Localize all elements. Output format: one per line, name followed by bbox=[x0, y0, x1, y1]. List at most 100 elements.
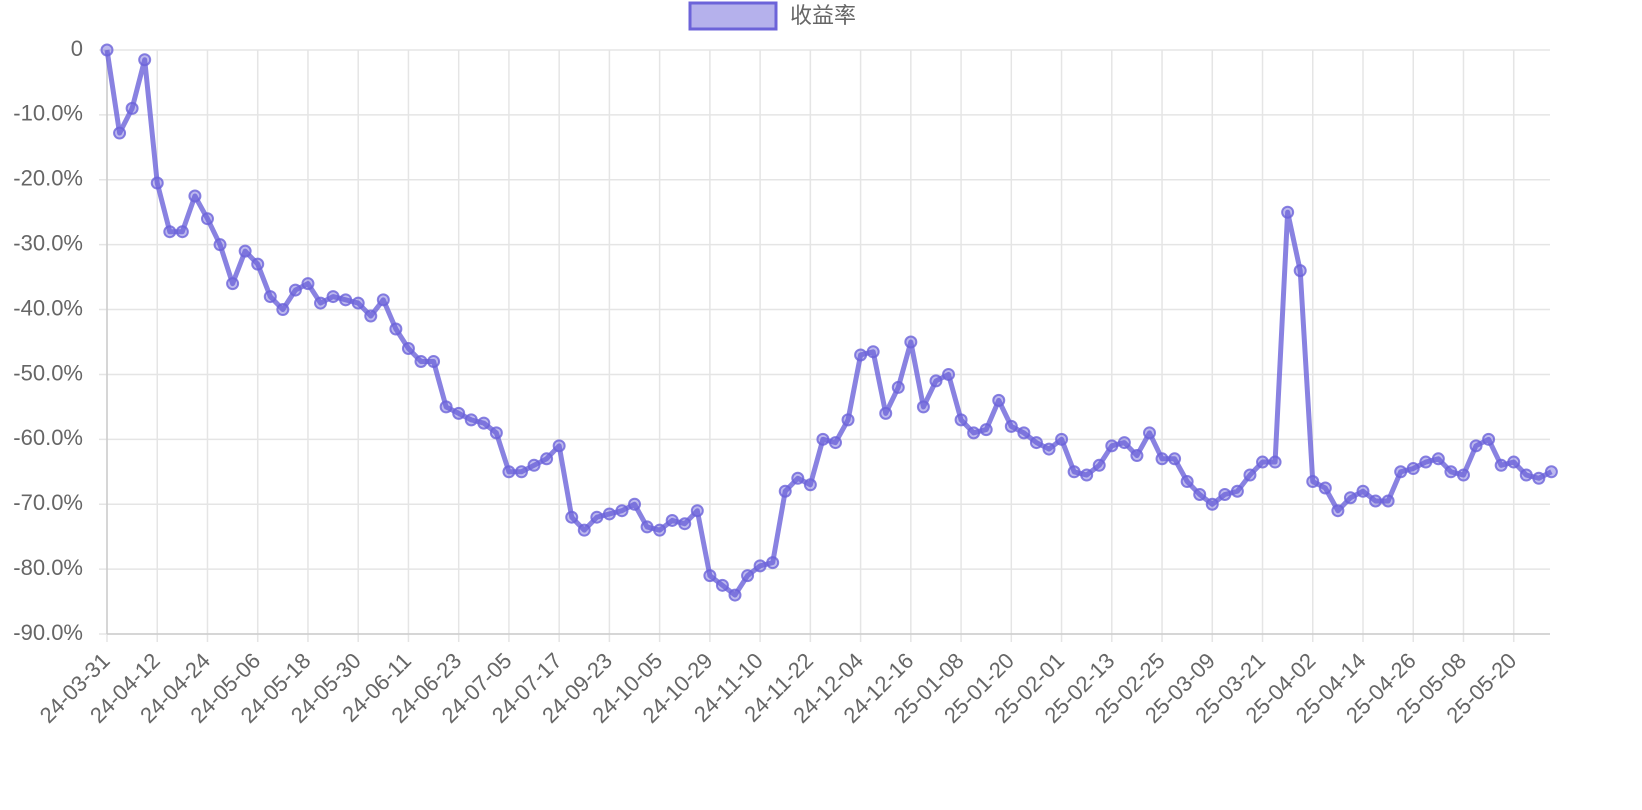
y-tick-label: -20.0% bbox=[13, 166, 83, 191]
point bbox=[1519, 468, 1533, 482]
point bbox=[439, 400, 453, 414]
point bbox=[1055, 432, 1069, 446]
point bbox=[828, 436, 842, 450]
point bbox=[263, 290, 277, 304]
point bbox=[854, 348, 868, 362]
point bbox=[942, 367, 956, 381]
point bbox=[100, 43, 114, 57]
point bbox=[1117, 436, 1131, 450]
point bbox=[1218, 487, 1232, 501]
point bbox=[364, 309, 378, 323]
point bbox=[552, 439, 566, 453]
y-tick-label: -80.0% bbox=[13, 555, 83, 580]
y-tick-label: -10.0% bbox=[13, 101, 83, 126]
point bbox=[1067, 465, 1081, 479]
point bbox=[288, 283, 302, 297]
point bbox=[351, 296, 365, 310]
point bbox=[1281, 205, 1295, 219]
point bbox=[891, 380, 905, 394]
point bbox=[540, 452, 554, 466]
point bbox=[376, 293, 390, 307]
point bbox=[866, 345, 880, 359]
point bbox=[803, 478, 817, 492]
point bbox=[602, 507, 616, 521]
point bbox=[979, 423, 993, 437]
point bbox=[1293, 264, 1307, 278]
point bbox=[1004, 419, 1018, 433]
point bbox=[916, 400, 930, 414]
point bbox=[1168, 452, 1182, 466]
point bbox=[1268, 455, 1282, 469]
point bbox=[1318, 481, 1332, 495]
point bbox=[326, 290, 340, 304]
point bbox=[640, 520, 654, 534]
point bbox=[1444, 465, 1458, 479]
point bbox=[1042, 442, 1056, 456]
point bbox=[1080, 468, 1094, 482]
point bbox=[1331, 504, 1345, 518]
y-tick-label: -60.0% bbox=[13, 425, 83, 450]
point bbox=[464, 413, 478, 427]
point bbox=[1494, 458, 1508, 472]
point bbox=[314, 296, 328, 310]
point bbox=[113, 126, 127, 140]
point bbox=[1205, 497, 1219, 511]
point bbox=[1029, 436, 1043, 450]
point bbox=[1456, 468, 1470, 482]
point bbox=[703, 569, 717, 583]
point bbox=[1230, 484, 1244, 498]
point bbox=[1256, 455, 1270, 469]
y-tick-label: -90.0% bbox=[13, 620, 83, 645]
point bbox=[879, 406, 893, 420]
point bbox=[590, 510, 604, 524]
point bbox=[339, 293, 353, 307]
point bbox=[1193, 487, 1207, 501]
point bbox=[565, 510, 579, 524]
point bbox=[678, 517, 692, 531]
point bbox=[452, 406, 466, 420]
point bbox=[967, 426, 981, 440]
point bbox=[929, 374, 943, 388]
point bbox=[653, 523, 667, 537]
point bbox=[427, 354, 441, 368]
point bbox=[1469, 439, 1483, 453]
point bbox=[954, 413, 968, 427]
point bbox=[753, 559, 767, 573]
point bbox=[1406, 462, 1420, 476]
point bbox=[728, 588, 742, 602]
point bbox=[389, 322, 403, 336]
point bbox=[1431, 452, 1445, 466]
point bbox=[213, 238, 227, 252]
point bbox=[741, 569, 755, 583]
point bbox=[1369, 494, 1383, 508]
point bbox=[1507, 455, 1521, 469]
point bbox=[226, 277, 240, 291]
point bbox=[615, 504, 629, 518]
y-tick-label: -50.0% bbox=[13, 360, 83, 385]
legend-swatch bbox=[688, 1, 778, 31]
legend-label: 收益率 bbox=[790, 3, 856, 28]
point bbox=[778, 484, 792, 498]
point bbox=[1180, 475, 1194, 489]
point bbox=[715, 578, 729, 592]
point bbox=[1532, 471, 1546, 485]
point bbox=[1419, 455, 1433, 469]
point bbox=[188, 189, 202, 203]
point bbox=[1142, 426, 1156, 440]
point bbox=[276, 303, 290, 317]
point bbox=[301, 277, 315, 291]
y-tick-label: -30.0% bbox=[13, 230, 83, 255]
point bbox=[125, 101, 139, 115]
y-tick-label: 0 bbox=[71, 36, 83, 61]
point bbox=[251, 257, 265, 271]
point bbox=[502, 465, 516, 479]
point bbox=[138, 53, 152, 67]
point bbox=[1381, 494, 1395, 508]
point bbox=[628, 497, 642, 511]
point bbox=[200, 212, 214, 226]
point bbox=[577, 523, 591, 537]
point bbox=[766, 556, 780, 570]
point bbox=[1243, 468, 1257, 482]
